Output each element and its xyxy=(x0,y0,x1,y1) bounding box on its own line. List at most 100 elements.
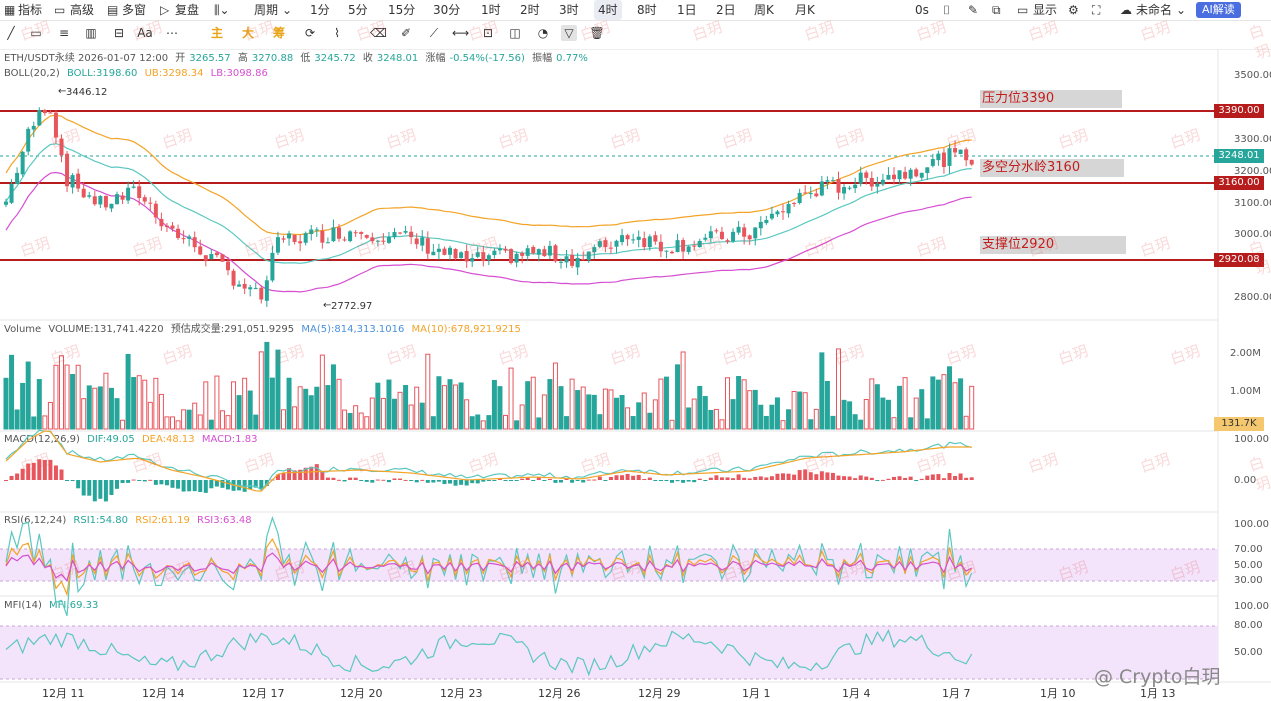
camera-icon[interactable]: ⌷ xyxy=(943,3,951,17)
ruler-icon[interactable]: ⟋ xyxy=(429,26,439,40)
volume-bar xyxy=(641,392,647,430)
filter-icon[interactable]: ▽ xyxy=(561,25,577,41)
watermark-text: 白玥 xyxy=(720,341,755,369)
advanced-icon[interactable]: ▭ xyxy=(54,3,66,17)
high-arrow-icon: ← xyxy=(58,86,67,97)
multiwindow-icon[interactable]: ▤ xyxy=(107,3,119,17)
boll-lines xyxy=(5,114,972,293)
interval-2h[interactable]: 2时 xyxy=(520,3,540,17)
tool-big[interactable]: 大 xyxy=(241,26,254,40)
volume-bar xyxy=(408,404,414,430)
tool-chips[interactable]: 筹 xyxy=(272,26,285,40)
tool-main[interactable]: 主 xyxy=(210,26,223,40)
layout-name[interactable]: 未命名 xyxy=(1136,3,1173,17)
time-axis-label: 1月 13 xyxy=(1140,687,1176,700)
volume-bar xyxy=(497,386,503,430)
macd-histogram-bar xyxy=(908,476,913,480)
period-chevron-icon[interactable]: ⌄ xyxy=(282,3,293,17)
watermark-text: 白玥 xyxy=(608,557,643,585)
more-tools-icon[interactable]: ⋯ xyxy=(166,26,178,40)
trash-icon[interactable]: 🗑 xyxy=(589,26,605,40)
candle-body xyxy=(814,193,819,197)
volume-bar xyxy=(897,385,903,430)
parallel-tool-icon[interactable]: ≡ xyxy=(58,26,70,40)
interval-1h[interactable]: 1时 xyxy=(481,3,501,17)
cloud-icon[interactable]: ☁ xyxy=(1120,3,1132,17)
popout-icon[interactable]: ⧉ xyxy=(992,3,1001,17)
toolbar-period[interactable]: 周期 xyxy=(254,3,279,17)
candle-body xyxy=(958,149,963,155)
toolbar-replay[interactable]: 复盘 xyxy=(175,3,200,17)
volume-bar xyxy=(264,341,270,430)
toolbar-advanced[interactable]: 高级 xyxy=(70,3,95,17)
mfi-band xyxy=(0,626,1218,679)
volume-bar xyxy=(131,377,137,430)
candle-body xyxy=(103,195,108,208)
time-axis-label: 12月 29 xyxy=(638,687,681,700)
interval-4h[interactable]: 4时 xyxy=(594,0,622,20)
candle-body xyxy=(919,172,924,178)
volume-bar xyxy=(841,399,847,430)
layout-chevron-icon[interactable]: ⌄ xyxy=(1176,3,1187,17)
measure-icon[interactable]: ⟷ xyxy=(452,26,470,40)
rect-tool-icon[interactable]: ▭ xyxy=(30,26,42,40)
watermark-text: 白玥 xyxy=(690,449,725,477)
fib-tool-icon[interactable]: ⊟ xyxy=(113,26,125,40)
ai-interpret-button[interactable]: AI解读 xyxy=(1196,2,1241,18)
resistance-label[interactable]: 压力位3390 xyxy=(980,90,1122,108)
candle-body xyxy=(941,152,946,168)
interval-1mo[interactable]: 月K xyxy=(795,3,815,17)
interval-1d[interactable]: 1日 xyxy=(677,3,697,17)
toolbar-multiwindow[interactable]: 多窗 xyxy=(122,3,147,17)
pivot-label[interactable]: 多空分水岭3160 xyxy=(980,159,1124,177)
layers-icon[interactable]: ◫ xyxy=(509,26,521,40)
indicator-icon[interactable]: ▦ xyxy=(4,3,16,17)
candle-body xyxy=(81,188,86,198)
pencil-icon[interactable]: ✎ xyxy=(968,3,979,17)
text-tool-icon[interactable]: Aa xyxy=(137,26,153,40)
brush-icon[interactable]: ✐ xyxy=(400,26,412,40)
interval-1m[interactable]: 1分 xyxy=(310,3,330,17)
macd-histogram-bar xyxy=(742,477,747,480)
volume-bar xyxy=(419,402,425,430)
macd-histogram-bar xyxy=(242,480,247,492)
toolbar-indicators[interactable]: 指标 xyxy=(18,3,43,17)
display-icon[interactable]: ▭ xyxy=(1017,3,1029,17)
history-icon[interactable]: ◔ xyxy=(537,26,549,40)
watermark-text: 白玥 xyxy=(944,125,979,153)
macd-histogram-bar xyxy=(608,476,613,480)
eraser-icon[interactable]: ⌫ xyxy=(370,26,387,40)
interval-1w[interactable]: 周K xyxy=(754,3,774,17)
interval-2d[interactable]: 2日 xyxy=(716,3,736,17)
macd-histogram-bar xyxy=(819,471,824,480)
candle-body xyxy=(758,221,763,229)
volume-bar xyxy=(92,387,98,430)
volume-bar xyxy=(86,385,92,430)
display-button[interactable]: 显示 xyxy=(1033,3,1058,17)
interval-8h[interactable]: 8时 xyxy=(637,3,657,17)
volume-bar xyxy=(14,409,20,430)
interval-5m[interactable]: 5分 xyxy=(348,3,368,17)
line-tool-icon[interactable]: ╱ xyxy=(7,26,15,40)
interval-15m[interactable]: 15分 xyxy=(388,3,416,17)
loop-icon[interactable]: ⟳ xyxy=(304,26,316,40)
volume-bar xyxy=(558,386,564,430)
settings-icon[interactable]: ⚙ xyxy=(1068,3,1079,17)
interval-3h[interactable]: 3时 xyxy=(559,3,579,17)
replay-icon[interactable]: ▷ xyxy=(160,3,170,17)
candle-body xyxy=(398,232,403,234)
support-label[interactable]: 支撑位2920 xyxy=(980,236,1126,254)
volume-bar xyxy=(158,393,164,430)
magnet-icon[interactable]: ⌇ xyxy=(334,26,340,40)
candle-body xyxy=(264,280,269,301)
macd-histogram-bar xyxy=(753,476,758,480)
volume-bar xyxy=(491,379,497,430)
volume-bar xyxy=(952,382,958,430)
fullscreen-icon[interactable]: ⛶ xyxy=(1092,3,1101,17)
volume-bar xyxy=(519,404,525,430)
channel-tool-icon[interactable]: ▥ xyxy=(85,26,97,40)
candle-body xyxy=(331,227,336,242)
interval-30m[interactable]: 30分 xyxy=(433,3,461,17)
chart-type-icon[interactable]: ⫼⌄ xyxy=(214,3,230,17)
lock-icon[interactable]: ⊡ xyxy=(482,26,494,40)
